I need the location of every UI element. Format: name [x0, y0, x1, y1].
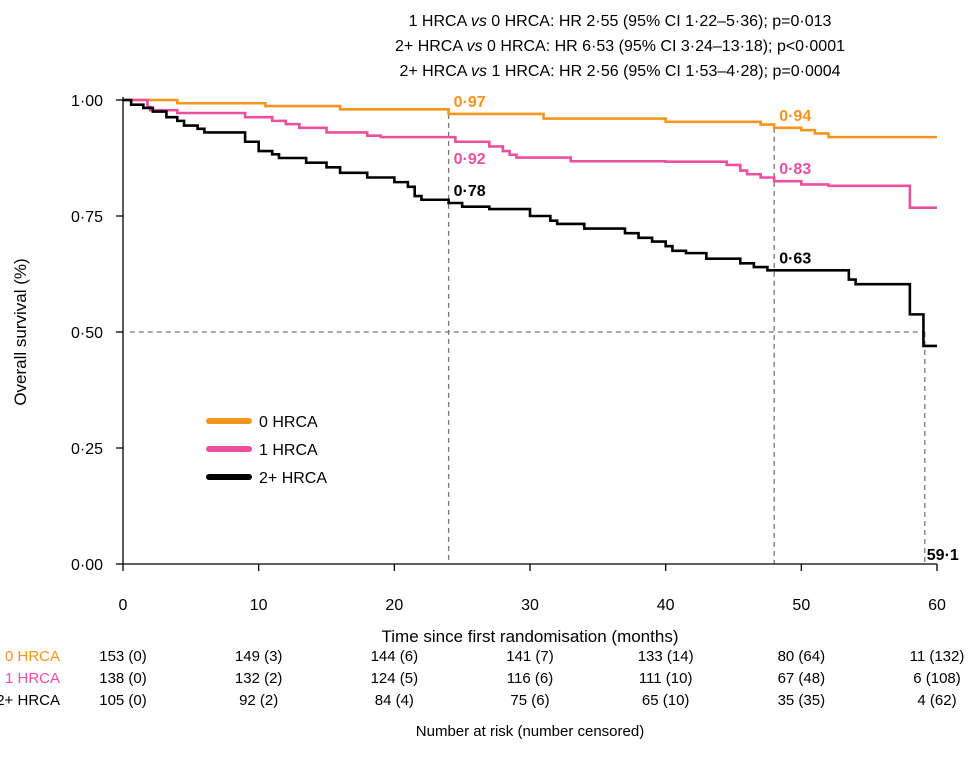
risk-table-footer: Number at risk (number censored): [416, 723, 644, 740]
annotation-label: 0·97: [454, 94, 486, 111]
risk-row-value: 75 (6): [510, 692, 549, 709]
risk-row-value: 4 (62): [917, 692, 956, 709]
title-line-2-b: 0 HRCA: HR 6·53 (95% CI 3·24–13·18); p<0…: [483, 38, 846, 55]
annotations: 0·97 0·92 0·78 0·94 0·83 0·63 59·1: [454, 94, 959, 564]
x-tick-label: 0: [119, 597, 128, 614]
title-line-1: 1 HRCA vs 0 HRCA: HR 2·55 (95% CI 1·22–5…: [409, 13, 832, 30]
title-line-2: 2+ HRCA vs 0 HRCA: HR 6·53 (95% CI 3·24–…: [395, 38, 845, 55]
risk-row-value: 133 (14): [638, 648, 694, 665]
reference-lines: [129, 113, 926, 564]
legend-label: 0 HRCA: [259, 414, 318, 431]
risk-row-value: 92 (2): [239, 692, 278, 709]
x-tick-label: 30: [521, 597, 539, 614]
annotation-label: 0·83: [779, 161, 811, 178]
y-tick-label: 0·25: [71, 441, 103, 458]
risk-row-label: 2+ HRCA: [0, 692, 60, 709]
risk-table: Number at risk (number censored) 0 HRCA 1…: [0, 648, 964, 740]
title-line-1-vs: vs: [471, 13, 487, 30]
risk-row-label: 1 HRCA: [5, 670, 60, 687]
annotation-label: 0·92: [454, 151, 486, 168]
risk-row-value: 65 (10): [642, 692, 690, 709]
risk-row-value: 141 (7): [506, 648, 554, 665]
title-line-2-vs: vs: [467, 38, 483, 55]
risk-row-value: 111 (10): [639, 670, 693, 687]
y-axis-label: Overall survival (%): [11, 258, 30, 405]
title-line-3: 2+ HRCA vs 1 HRCA: HR 2·56 (95% CI 1·53–…: [399, 63, 840, 80]
y-tick-label: 0·75: [71, 209, 103, 226]
risk-row-value: 149 (3): [235, 648, 283, 665]
axes: Overall survival (%) Time since first ra…: [11, 93, 946, 646]
annotation-label: 0·78: [454, 183, 486, 200]
x-axis-label: Time since first randomisation (months): [382, 627, 679, 646]
chart-title: 1 HRCA vs 0 HRCA: HR 2·55 (95% CI 1·22–5…: [395, 13, 845, 80]
risk-row-value: 105 (0): [99, 692, 147, 709]
survival-curve-1-hrca: [123, 98, 937, 209]
risk-row-value: 153 (0): [99, 648, 147, 665]
survival-curve-2plus-hrca: [123, 98, 937, 348]
y-tick-label: 0·50: [71, 325, 103, 342]
risk-row-value: 116 (6): [507, 670, 553, 687]
legend-label: 1 HRCA: [259, 442, 318, 459]
y-tick-label: 1·00: [71, 93, 103, 110]
title-line-3-vs: vs: [471, 63, 487, 80]
x-tick-label: 20: [385, 597, 403, 614]
annotation-label: 59·1: [927, 547, 959, 564]
legend-label: 2+ HRCA: [259, 470, 327, 487]
x-tick-label: 60: [928, 597, 946, 614]
risk-row-value: 6 (108): [913, 670, 961, 687]
survival-curve-0-hrca: [123, 98, 937, 139]
risk-row-value: 124 (5): [371, 670, 419, 687]
risk-row-value: 84 (4): [375, 692, 414, 709]
risk-row-value: 144 (6): [371, 648, 419, 665]
risk-row-label: 0 HRCA: [5, 648, 60, 665]
risk-row-value: 138 (0): [99, 670, 147, 687]
x-tick-label: 50: [792, 597, 810, 614]
y-tick-label: 0·00: [71, 557, 103, 574]
title-line-1-a: 1 HRCA: [409, 13, 471, 30]
x-tick-label: 10: [250, 597, 268, 614]
legend: 0 HRCA 1 HRCA 2+ HRCA: [206, 414, 327, 487]
annotation-label: 0·94: [779, 108, 811, 125]
title-line-3-b: 1 HRCA: HR 2·56 (95% CI 1·53–4·28); p=0·…: [487, 63, 841, 80]
risk-row-value: 35 (35): [778, 692, 826, 709]
risk-row-value: 132 (2): [235, 670, 283, 687]
risk-row-value: 80 (64): [778, 648, 826, 665]
survival-curves: [123, 98, 937, 348]
x-tick-label: 40: [657, 597, 675, 614]
title-line-1-b: 0 HRCA: HR 2·55 (95% CI 1·22–5·36); p=0·…: [487, 13, 832, 30]
risk-row-value: 67 (48): [778, 670, 826, 687]
title-line-2-a: 2+ HRCA: [395, 38, 467, 55]
title-line-3-a: 2+ HRCA: [399, 63, 471, 80]
annotation-label: 0·63: [779, 250, 811, 267]
risk-row-value: 11 (132): [910, 648, 965, 665]
